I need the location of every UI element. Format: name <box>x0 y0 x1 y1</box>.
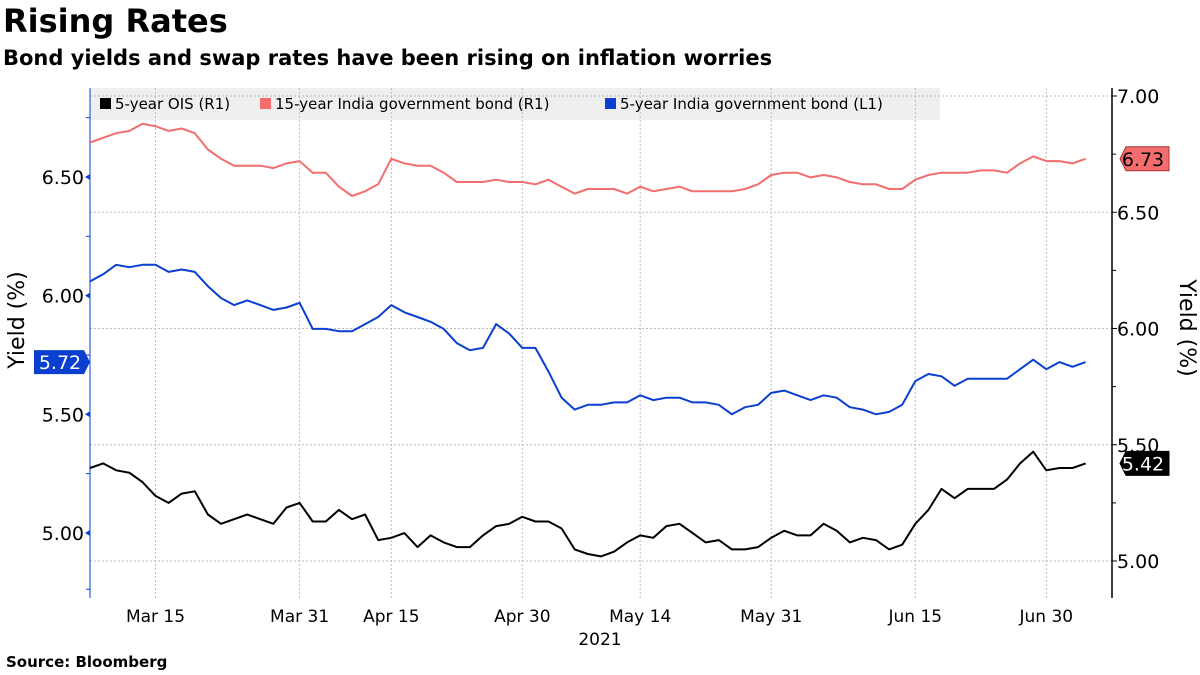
last-value-badge <box>1119 146 1170 172</box>
legend-background <box>90 88 940 120</box>
left-tick-label: 6.00 <box>42 286 84 308</box>
last-value-label: 5.42 <box>1122 453 1164 475</box>
left-tick-marker <box>85 529 90 536</box>
source-note: Source: Bloomberg <box>6 653 168 671</box>
last-value-label: 5.72 <box>39 352 81 374</box>
left-tick-label: 5.50 <box>42 404 84 426</box>
legend-swatch <box>100 98 111 109</box>
legend-label: 5-year India government bond (L1) <box>620 95 883 113</box>
x-axis-year-label: 2021 <box>578 630 621 650</box>
right-axis-title: Yield (%) <box>1174 278 1199 376</box>
chart-subtitle: Bond yields and swap rates have been ris… <box>3 46 773 70</box>
right-tick-label: 5.00 <box>1117 551 1159 573</box>
right-tick-label: 6.00 <box>1117 319 1159 341</box>
x-tick-label: May 31 <box>740 607 802 627</box>
x-tick-label: Jun 15 <box>887 607 942 627</box>
x-tick-label: Apr 15 <box>363 607 419 627</box>
chart-title: Rising Rates <box>3 2 228 40</box>
series-line-2 <box>89 263 1086 416</box>
series-line-1 <box>89 122 1086 197</box>
left-tick-label: 5.00 <box>42 523 84 545</box>
left-tick-label: 6.50 <box>42 167 84 189</box>
left-tick-marker <box>85 411 90 418</box>
x-tick-label: Mar 15 <box>126 607 185 627</box>
legend-label: 5-year OIS (R1) <box>115 95 230 113</box>
series-line-0 <box>89 450 1086 558</box>
right-tick-label: 6.50 <box>1117 202 1159 224</box>
last-value-badge <box>34 350 90 375</box>
last-value-badge <box>1119 450 1170 476</box>
x-tick-label: May 14 <box>609 607 671 627</box>
legend-label: 15-year India government bond (R1) <box>275 95 549 113</box>
last-value-label: 6.73 <box>1122 149 1164 171</box>
x-tick-label: Jun 30 <box>1018 607 1073 627</box>
left-axis-title: Yield (%) <box>5 271 30 369</box>
x-tick-label: Mar 31 <box>270 607 329 627</box>
legend-swatch <box>260 98 271 109</box>
left-tick-marker <box>85 174 90 180</box>
left-tick-marker <box>85 292 90 299</box>
legend-swatch <box>605 98 616 109</box>
x-tick-label: Apr 30 <box>494 607 550 627</box>
right-tick-label: 7.00 <box>1117 86 1159 108</box>
